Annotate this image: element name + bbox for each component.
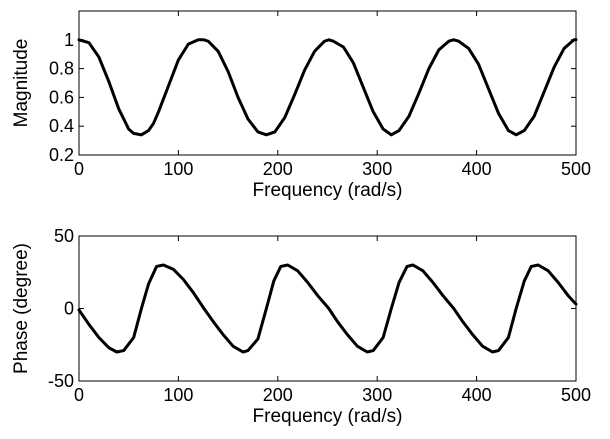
x-tick-label: 200 <box>263 385 293 405</box>
x-axis-label: Frequency (rad/s) <box>253 180 403 201</box>
y-tick-label: 0.4 <box>49 116 74 136</box>
x-tick-label: 500 <box>561 385 591 405</box>
x-tick-label: 0 <box>74 159 84 179</box>
y-tick-label: 0.2 <box>49 145 74 165</box>
y-tick-label: 0 <box>64 299 74 319</box>
x-tick-label: 400 <box>462 159 492 179</box>
magnitude-plot: 0 100 200 300 400 500 0.2 0.4 0.6 0.8 1 Frequency (… <box>11 10 591 201</box>
x-tick-label: 200 <box>263 159 293 179</box>
y-tick-label: 0.8 <box>49 59 74 79</box>
y-tick-label: 50 <box>54 226 74 246</box>
x-tick-label: 400 <box>462 385 492 405</box>
y-tick-label: 1 <box>64 30 74 50</box>
x-tick-label: 0 <box>74 385 84 405</box>
x-tick-label: 100 <box>163 385 193 405</box>
y-tick-label: -50 <box>48 371 74 391</box>
y-axis-label: Phase (degree) <box>11 243 32 374</box>
y-axis-label: Magnitude <box>11 39 32 128</box>
x-tick-label: 500 <box>561 159 591 179</box>
plot-frame <box>78 10 577 156</box>
series-line <box>77 263 578 354</box>
x-axis-label: Frequency (rad/s) <box>253 406 403 427</box>
series-line <box>77 38 578 137</box>
x-tick-label: 300 <box>362 385 392 405</box>
x-tick-label: 100 <box>163 159 193 179</box>
y-tick-label: 0.6 <box>49 87 74 107</box>
x-tick-label: 300 <box>362 159 392 179</box>
